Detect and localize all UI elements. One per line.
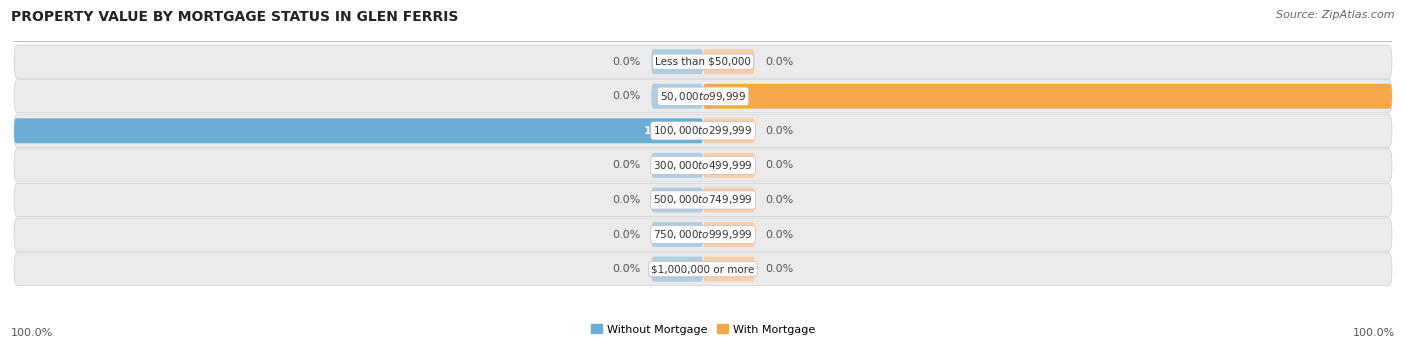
FancyBboxPatch shape	[703, 84, 1392, 109]
Text: 0.0%: 0.0%	[613, 195, 641, 205]
FancyBboxPatch shape	[651, 153, 703, 178]
Legend: Without Mortgage, With Mortgage: Without Mortgage, With Mortgage	[586, 320, 820, 339]
Text: PROPERTY VALUE BY MORTGAGE STATUS IN GLEN FERRIS: PROPERTY VALUE BY MORTGAGE STATUS IN GLE…	[11, 10, 458, 24]
FancyBboxPatch shape	[703, 257, 755, 282]
Text: $750,000 to $999,999: $750,000 to $999,999	[654, 228, 752, 241]
FancyBboxPatch shape	[14, 118, 703, 143]
Text: 100.0%: 100.0%	[11, 328, 53, 338]
Text: 0.0%: 0.0%	[613, 229, 641, 239]
Text: 100.0%: 100.0%	[1353, 328, 1395, 338]
FancyBboxPatch shape	[14, 80, 1392, 113]
FancyBboxPatch shape	[703, 153, 755, 178]
Text: Less than $50,000: Less than $50,000	[655, 57, 751, 66]
Text: 0.0%: 0.0%	[613, 91, 641, 101]
Text: 0.0%: 0.0%	[765, 264, 793, 274]
Text: Source: ZipAtlas.com: Source: ZipAtlas.com	[1277, 10, 1395, 20]
Text: 0.0%: 0.0%	[765, 126, 793, 136]
FancyBboxPatch shape	[703, 49, 755, 74]
FancyBboxPatch shape	[14, 218, 1392, 251]
FancyBboxPatch shape	[651, 222, 703, 247]
Text: 0.0%: 0.0%	[613, 57, 641, 66]
Text: $1,000,000 or more: $1,000,000 or more	[651, 264, 755, 274]
Text: 0.0%: 0.0%	[613, 264, 641, 274]
Text: 0.0%: 0.0%	[613, 160, 641, 170]
FancyBboxPatch shape	[14, 183, 1392, 217]
Text: $300,000 to $499,999: $300,000 to $499,999	[654, 159, 752, 172]
FancyBboxPatch shape	[703, 188, 755, 212]
Text: $100,000 to $299,999: $100,000 to $299,999	[654, 124, 752, 137]
FancyBboxPatch shape	[14, 114, 1392, 147]
FancyBboxPatch shape	[14, 252, 1392, 286]
FancyBboxPatch shape	[14, 45, 1392, 78]
Text: 0.0%: 0.0%	[765, 160, 793, 170]
FancyBboxPatch shape	[703, 118, 755, 143]
Text: 0.0%: 0.0%	[765, 57, 793, 66]
Text: 0.0%: 0.0%	[765, 195, 793, 205]
Text: $50,000 to $99,999: $50,000 to $99,999	[659, 90, 747, 103]
Text: 100.0%: 100.0%	[643, 126, 689, 136]
FancyBboxPatch shape	[651, 84, 703, 109]
FancyBboxPatch shape	[651, 188, 703, 212]
FancyBboxPatch shape	[651, 49, 703, 74]
FancyBboxPatch shape	[703, 222, 755, 247]
FancyBboxPatch shape	[14, 149, 1392, 182]
Text: $500,000 to $749,999: $500,000 to $749,999	[654, 193, 752, 206]
Text: 0.0%: 0.0%	[765, 229, 793, 239]
FancyBboxPatch shape	[651, 257, 703, 282]
